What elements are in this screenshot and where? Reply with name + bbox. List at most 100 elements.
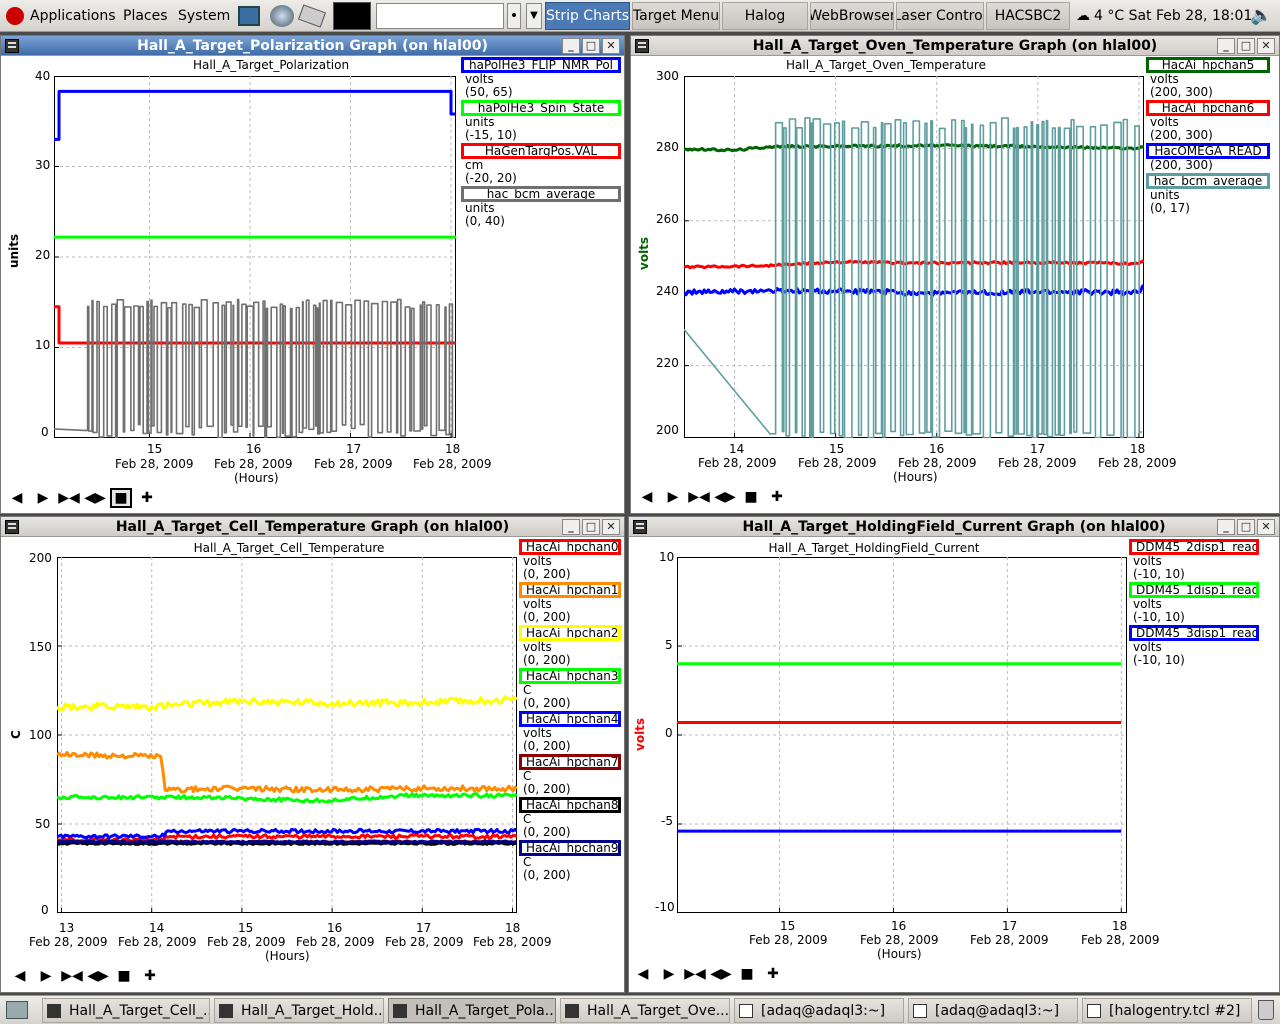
launcher-halog[interactable]: Halog [722,2,808,30]
taskbar-item[interactable]: Hall_A_Target_Hold... [214,998,384,1023]
legend-series-name[interactable]: HacAi_hpchan6 [1146,100,1270,116]
window-menu-icon[interactable] [633,520,647,534]
legend-item[interactable]: HacAi_hpchan6 volts (200, 300) [1146,100,1270,142]
taskbar-item[interactable]: Hall_A_Target_Pola... [388,998,556,1023]
minimize-button[interactable]: _ [1217,38,1235,54]
oven-temperature-plot[interactable] [684,76,1144,438]
zoom-in-x-icon[interactable]: ▶◀ [61,968,83,984]
taskbar-item[interactable]: Hall_A_Target_Cell_... [42,998,210,1023]
holding-field-current-plot[interactable] [677,557,1127,913]
launcher-hacsbc2[interactable]: HACSBC2 [986,2,1070,30]
maximize-button[interactable]: □ [1237,519,1255,535]
window-menu-icon[interactable] [635,39,649,53]
legend-series-name[interactable]: DDM45_1disp1_read [1129,582,1259,598]
minimize-button[interactable]: _ [562,519,580,535]
window-titlebar[interactable]: Hall_A_Target_Cell_Temperature Graph (on… [1,517,624,537]
legend-item[interactable]: HacAi_hpchan7 C (0, 200) [519,754,621,796]
legend-series-name[interactable]: HacAi_hpchan7 [519,754,621,770]
zoom-out-x-icon[interactable]: ◀▶ [84,490,106,506]
launcher-strip-charts[interactable]: Strip Charts [545,2,630,30]
legend-item[interactable]: HacAi_hpchan9 C (0, 200) [519,840,621,882]
applications-menu[interactable]: Applications [6,0,116,31]
close-button[interactable]: ✕ [602,38,620,54]
legend-item[interactable]: HaGenTargPos.VAL cm (-20, 20) [461,143,621,185]
auto-scale-icon[interactable]: ■ [110,488,132,508]
legend-item[interactable]: haPolHe3_FLIP_NMR_Pol volts (50, 65) [461,57,621,99]
launcher-webbrowser[interactable]: WebBrowser [810,2,894,30]
plus-icon[interactable]: ✚ [767,966,779,982]
auto-scale-icon[interactable]: ■ [740,966,754,982]
zoom-in-x-icon[interactable]: ▶◀ [58,490,80,506]
legend-series-name[interactable]: HacAi_hpchan2 [519,625,621,641]
command-input[interactable] [376,0,504,31]
arrow-left-icon[interactable]: ◀ [637,966,649,982]
maximize-button[interactable]: □ [582,519,600,535]
show-desktop-icon[interactable] [6,1001,28,1019]
polarization-plot[interactable] [54,76,456,438]
auto-scale-icon[interactable]: ■ [744,489,758,505]
window-titlebar[interactable]: Hall_A_Target_HoldingField_Current Graph… [629,517,1279,537]
window-titlebar[interactable]: Hall_A_Target_Polarization Graph (on hla… [1,36,624,56]
chevron-down-icon[interactable]: ▼ [526,0,542,31]
legend-series-name[interactable]: DDM45_3disp1_read [1129,625,1259,641]
legend-series-name[interactable]: haPolHe3_Spin_State [461,100,621,116]
legend-series-name[interactable]: HacOMEGA_READ [1146,143,1270,159]
legend-item[interactable]: DDM45_2disp1_read volts (-10, 10) [1129,539,1259,581]
legend-item[interactable]: HacAi_hpchan2 volts (0, 200) [519,625,621,667]
arrow-right-icon[interactable]: ▶ [37,490,49,506]
weather-clock[interactable]: ☁ 4 °C Sat Feb 28, 18:01 [1076,7,1253,24]
taskbar-item[interactable]: [adaq@adaql3:~] [734,998,904,1023]
legend-item[interactable]: HacAi_hpchan3 C (0, 200) [519,668,621,710]
legend-item[interactable]: HacAi_hpchan8 C (0, 200) [519,797,621,839]
legend-item[interactable]: hac_bcm_average units (0, 40) [461,186,621,228]
plus-icon[interactable]: ✚ [771,489,783,505]
legend-series-name[interactable]: HacAi_hpchan8 [519,797,621,813]
maximize-button[interactable]: □ [1237,38,1255,54]
network-launcher-icon[interactable] [270,0,294,31]
arrow-right-icon[interactable]: ▶ [40,968,52,984]
close-button[interactable]: ✕ [1257,38,1275,54]
window-menu-icon[interactable] [5,39,19,53]
calculator-launcher-icon[interactable] [297,0,327,31]
legend-item[interactable]: HacOMEGA_READ (200, 300) [1146,143,1270,172]
legend-item[interactable]: DDM45_1disp1_read volts (-10, 10) [1129,582,1259,624]
launcher-laser-control[interactable]: Laser Control [896,2,984,30]
close-button[interactable]: ✕ [602,519,620,535]
legend-series-name[interactable]: HacAi_hpchan5 [1146,57,1270,73]
zoom-in-x-icon[interactable]: ▶◀ [684,966,706,982]
taskbar-item[interactable]: Hall_A_Target_Ove... [560,998,730,1023]
volume-icon[interactable]: 🔈 [1250,5,1273,26]
legend-item[interactable]: HacAi_hpchan1 volts (0, 200) [519,582,621,624]
arrow-left-icon[interactable]: ◀ [641,489,653,505]
minimize-button[interactable]: _ [562,38,580,54]
legend-series-name[interactable]: HacAi_hpchan3 [519,668,621,684]
arrow-right-icon[interactable]: ▶ [663,966,675,982]
zoom-out-x-icon[interactable]: ◀▶ [714,489,736,505]
plus-icon[interactable]: ✚ [141,490,153,506]
minimize-button[interactable]: _ [1217,519,1235,535]
legend-series-name[interactable]: HacAi_hpchan0 [519,539,621,555]
zoom-in-x-icon[interactable]: ▶◀ [688,489,710,505]
arrow-left-icon[interactable]: ◀ [11,490,23,506]
legend-series-name[interactable]: HacAi_hpchan9 [519,840,621,856]
auto-scale-icon[interactable]: ■ [117,968,131,984]
monitor-launcher-icon[interactable] [238,0,260,31]
legend-item[interactable]: HacAi_hpchan0 volts (0, 200) [519,539,621,581]
launcher-target-menu[interactable]: Target Menu [632,2,720,30]
close-button[interactable]: ✕ [1257,519,1275,535]
system-menu[interactable]: System [178,7,231,24]
window-titlebar[interactable]: Hall_A_Target_Oven_Temperature Graph (on… [631,36,1279,56]
legend-item[interactable]: DDM45_3disp1_read volts (-10, 10) [1129,625,1259,667]
window-menu-icon[interactable] [5,520,19,534]
legend-series-name[interactable]: hac_bcm_average [1146,173,1270,189]
legend-series-name[interactable]: HaGenTargPos.VAL [461,143,621,159]
legend-item[interactable]: HacAi_hpchan5 volts (200, 300) [1146,57,1270,99]
arrow-right-icon[interactable]: ▶ [667,489,679,505]
zoom-out-x-icon[interactable]: ◀▶ [87,968,109,984]
trash-icon[interactable] [1258,1000,1274,1020]
legend-series-name[interactable]: hac_bcm_average [461,186,621,202]
maximize-button[interactable]: □ [582,38,600,54]
zoom-out-x-icon[interactable]: ◀▶ [710,966,732,982]
legend-series-name[interactable]: DDM45_2disp1_read [1129,539,1259,555]
legend-series-name[interactable]: HacAi_hpchan1 [519,582,621,598]
